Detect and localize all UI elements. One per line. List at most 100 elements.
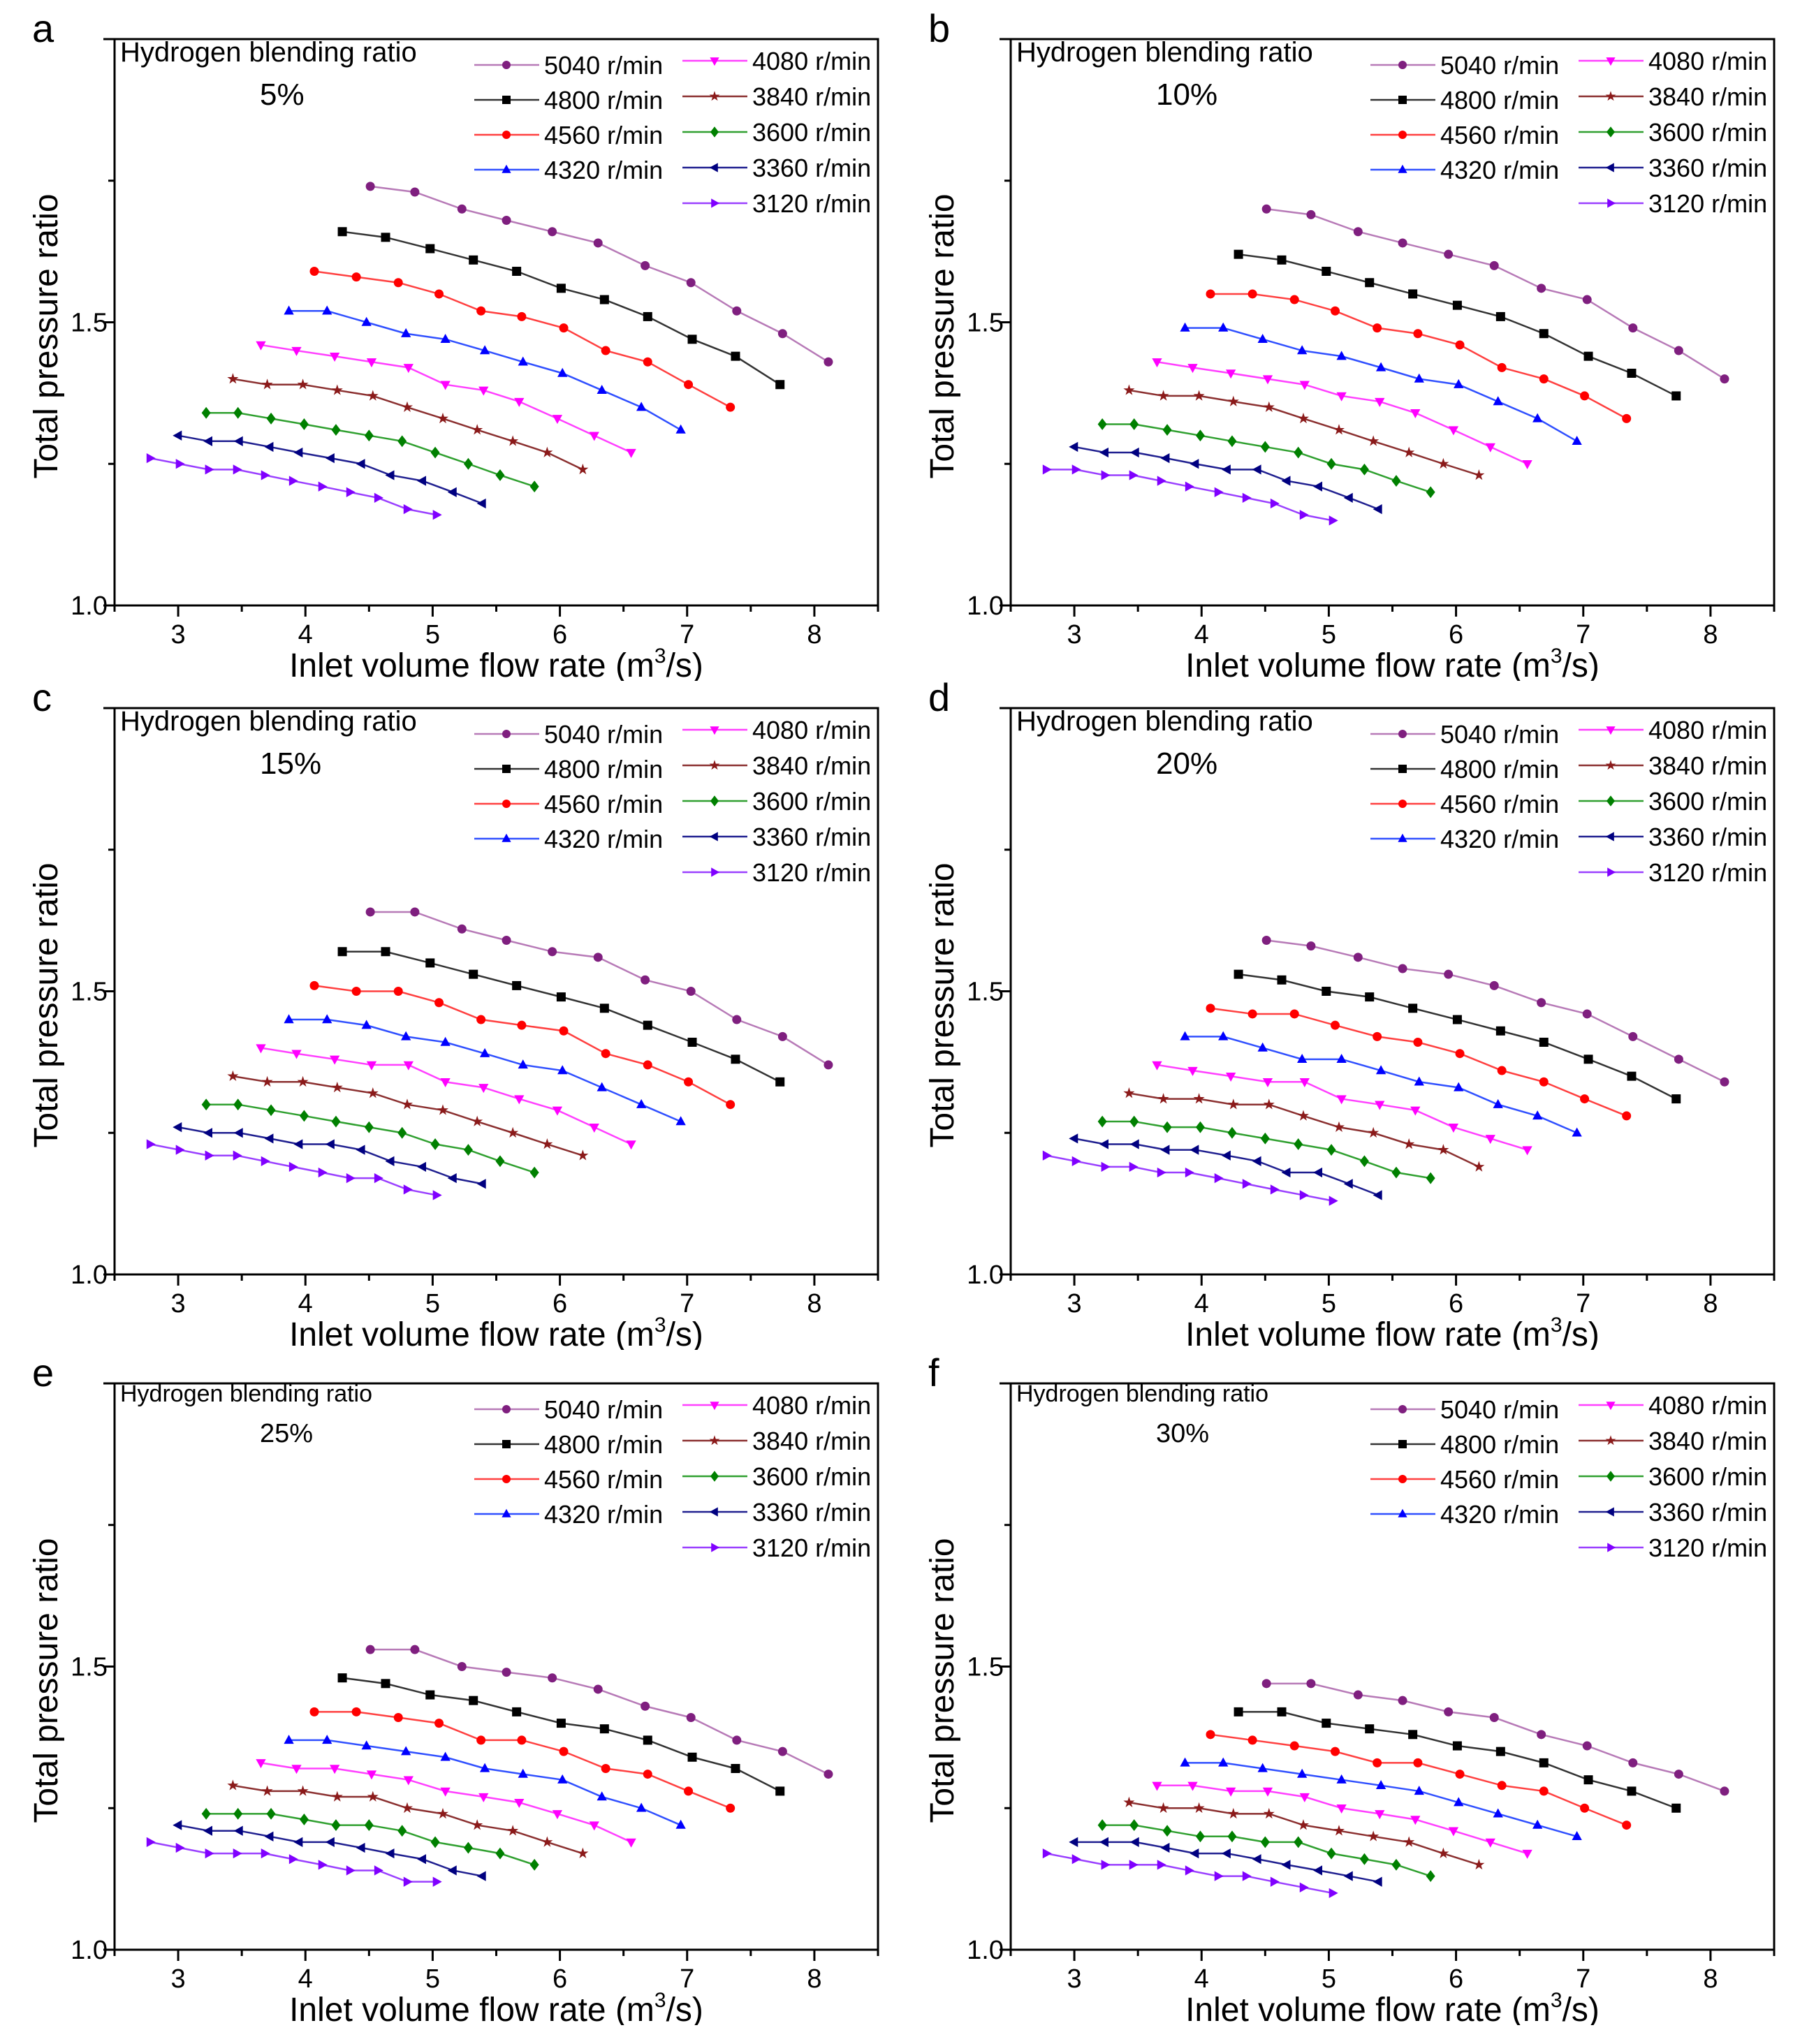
data-point	[1297, 1819, 1310, 1830]
legend-marker-triangle-right-icon	[1607, 198, 1616, 208]
data-point	[1218, 1031, 1229, 1041]
data-point	[1195, 429, 1205, 442]
series-4800	[337, 947, 785, 1087]
data-point	[331, 424, 341, 436]
data-point	[361, 316, 372, 326]
series-line	[233, 1784, 583, 1855]
panel-b: 3 4 5 6 7 8 1.0 1.5 Inlet volume flow rate (m3/s…	[896, 0, 1792, 681]
series-3600	[1097, 1819, 1435, 1883]
data-point	[1294, 446, 1303, 459]
data-point	[203, 1128, 213, 1138]
data-point	[309, 267, 319, 277]
series-3600	[1097, 1115, 1435, 1184]
x-tick-label: 8	[807, 1964, 821, 1994]
data-point	[175, 459, 185, 469]
data-point	[641, 260, 650, 270]
data-point	[1297, 412, 1310, 424]
series-3840	[227, 373, 589, 475]
data-point	[1187, 1781, 1198, 1791]
data-point	[686, 987, 696, 996]
series-5040	[365, 1645, 833, 1779]
data-point	[288, 1161, 298, 1172]
data-point	[626, 448, 636, 458]
data-point	[430, 1138, 440, 1150]
data-point	[626, 1838, 636, 1848]
data-point	[1444, 969, 1454, 979]
x-tick-label: 7	[1576, 1289, 1590, 1318]
data-point	[227, 1070, 239, 1081]
data-point	[1101, 470, 1111, 480]
data-point	[1193, 390, 1205, 401]
legend-marker-triangle-up-icon	[502, 164, 511, 173]
series-line	[1185, 1036, 1578, 1134]
x-tick-label: 5	[1322, 1289, 1336, 1318]
data-point	[1277, 1707, 1287, 1716]
series-4800	[337, 227, 785, 390]
data-point	[1454, 378, 1464, 388]
data-point	[1297, 345, 1308, 355]
data-point	[403, 1776, 414, 1786]
data-point	[1160, 453, 1170, 464]
data-point	[1489, 260, 1499, 270]
data-point	[731, 1763, 740, 1773]
data-point	[1257, 1042, 1268, 1052]
data-point	[1152, 358, 1162, 368]
data-point	[1522, 460, 1532, 470]
legend-label: 3120 r/min	[1648, 1534, 1767, 1562]
data-point	[601, 1763, 610, 1773]
y-tick-label: 1.0	[967, 591, 1004, 621]
data-point	[227, 1779, 239, 1791]
data-point	[393, 1712, 403, 1722]
data-point	[1281, 476, 1291, 486]
data-point	[432, 1876, 442, 1887]
data-point	[643, 1770, 652, 1779]
data-point	[1329, 515, 1338, 526]
hydrogen-blending-ratio-value: 10%	[1156, 78, 1217, 112]
x-tick-label: 8	[1703, 1964, 1718, 1994]
data-point	[381, 947, 390, 957]
data-point	[401, 401, 414, 412]
data-point	[1353, 1690, 1363, 1700]
series-line	[288, 1739, 682, 1826]
data-point	[325, 453, 335, 464]
data-point	[507, 1126, 519, 1138]
data-point	[1375, 1101, 1385, 1110]
data-point	[512, 1707, 522, 1716]
x-tick-label: 7	[680, 1289, 694, 1318]
series-3600	[201, 1098, 539, 1179]
data-point	[512, 980, 522, 990]
data-point	[1206, 1003, 1215, 1013]
data-point	[479, 1047, 490, 1057]
data-point	[1473, 469, 1485, 480]
data-point	[1129, 1837, 1139, 1848]
hydrogen-blending-ratio-label: Hydrogen blending ratio	[120, 1381, 372, 1407]
legend-label: 3360 r/min	[752, 823, 871, 851]
data-point	[471, 1115, 483, 1126]
panel-c: 3 4 5 6 7 8 1.0 1.5 Inlet volume flow rate (m3/s…	[0, 669, 896, 1350]
data-point	[1408, 1730, 1418, 1740]
data-point	[1448, 426, 1459, 436]
data-point	[1398, 964, 1407, 973]
data-point	[374, 492, 383, 503]
data-point	[1495, 1026, 1505, 1036]
data-point	[1410, 1106, 1421, 1116]
data-point	[440, 381, 451, 390]
series-4800	[337, 1673, 785, 1796]
data-point	[775, 1077, 785, 1087]
data-point	[514, 1095, 525, 1105]
data-point	[1437, 1847, 1449, 1858]
legend-label: 5040 r/min	[544, 51, 663, 80]
legend-marker-triangle-left-icon	[709, 1507, 718, 1517]
data-point	[589, 1123, 599, 1133]
series-line	[1266, 208, 1725, 380]
data-point	[1373, 1031, 1382, 1041]
data-point	[1582, 1741, 1592, 1751]
data-point	[1343, 1179, 1353, 1189]
data-point	[1071, 1156, 1081, 1166]
x-tick-label: 3	[1067, 1289, 1082, 1318]
series-line	[233, 1075, 583, 1156]
legend-label: 3840 r/min	[1648, 1427, 1767, 1455]
data-point	[1218, 1757, 1229, 1767]
data-point	[1270, 1876, 1280, 1887]
data-point	[233, 1128, 243, 1138]
